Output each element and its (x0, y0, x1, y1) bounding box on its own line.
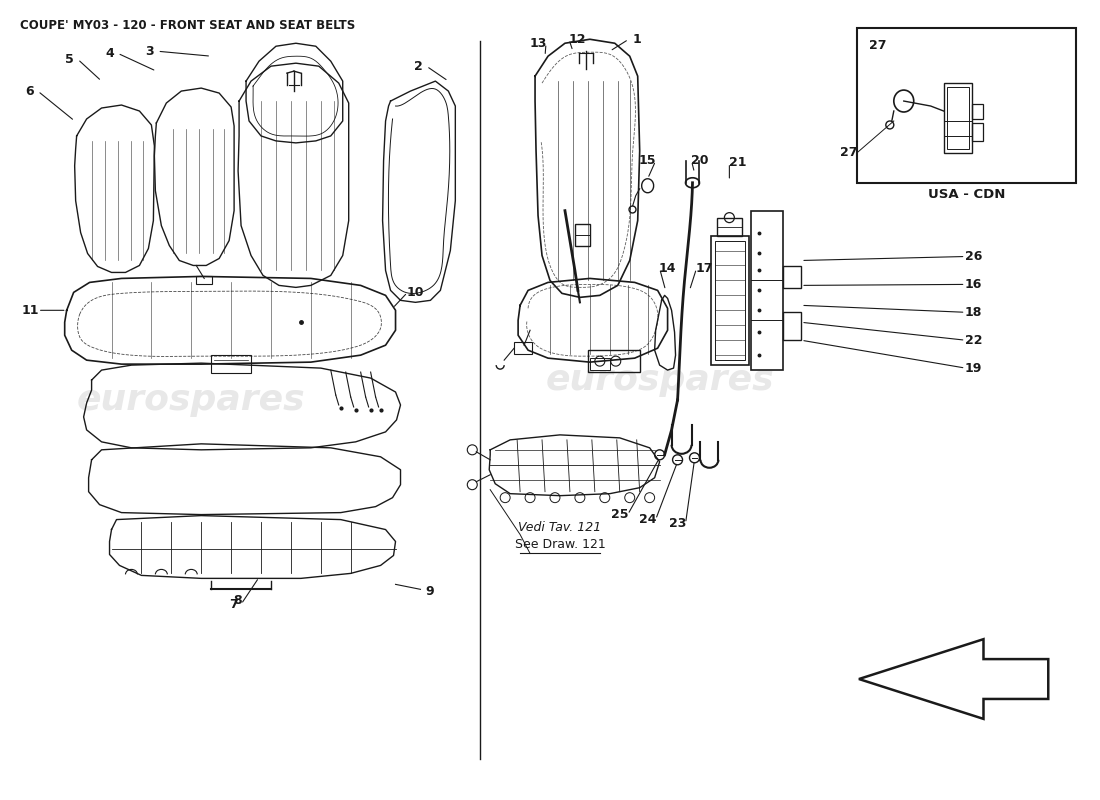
Text: 7: 7 (229, 598, 238, 610)
Text: 2: 2 (414, 60, 422, 73)
Bar (944, 83, 971, 153)
Text: 19: 19 (965, 362, 982, 374)
Text: 9: 9 (426, 585, 434, 598)
Bar (751, 210, 783, 370)
Text: 10: 10 (407, 286, 425, 299)
Text: COUPE' MY03 - 120 - FRONT SEAT AND SEAT BELTS: COUPE' MY03 - 120 - FRONT SEAT AND SEAT … (20, 19, 355, 32)
Bar (514, 342, 532, 354)
Bar (971, 104, 983, 119)
Text: 24: 24 (639, 513, 657, 526)
Text: 21: 21 (728, 156, 746, 170)
Text: 27: 27 (840, 146, 858, 159)
Text: 15: 15 (639, 154, 657, 167)
Text: 13: 13 (529, 37, 547, 50)
Text: 3: 3 (145, 45, 154, 58)
Bar (575, 224, 590, 246)
Bar (857, 28, 1076, 182)
Text: 11: 11 (21, 304, 38, 317)
Text: 20: 20 (691, 154, 708, 167)
Text: eurospares: eurospares (546, 363, 774, 397)
Text: 14: 14 (659, 262, 676, 275)
Text: 23: 23 (669, 517, 686, 530)
Text: USA - CDN: USA - CDN (928, 188, 1005, 201)
Text: eurospares: eurospares (77, 383, 306, 417)
Text: 18: 18 (965, 306, 982, 319)
Bar (783, 266, 801, 288)
Bar (947, 87, 968, 149)
Text: 16: 16 (965, 278, 982, 291)
Bar (715, 241, 746, 360)
Bar (587, 350, 640, 372)
Bar (717, 218, 743, 235)
Bar (712, 235, 749, 365)
Bar (196, 277, 212, 285)
Bar (211, 355, 251, 373)
Text: 6: 6 (25, 85, 34, 98)
Text: 22: 22 (965, 334, 982, 346)
Text: 5: 5 (65, 53, 74, 66)
Text: 26: 26 (965, 250, 982, 263)
Text: 1: 1 (632, 33, 641, 46)
Text: 25: 25 (610, 508, 628, 521)
Text: 27: 27 (869, 39, 887, 52)
Bar (783, 312, 801, 340)
Text: See Draw. 121: See Draw. 121 (515, 538, 605, 551)
Bar (971, 123, 983, 141)
Text: 17: 17 (695, 262, 713, 275)
Text: 12: 12 (569, 33, 585, 46)
Text: 4: 4 (106, 46, 114, 60)
Text: Vedi Tav. 121: Vedi Tav. 121 (518, 521, 602, 534)
Text: 8: 8 (233, 594, 241, 607)
Bar (590, 358, 609, 370)
